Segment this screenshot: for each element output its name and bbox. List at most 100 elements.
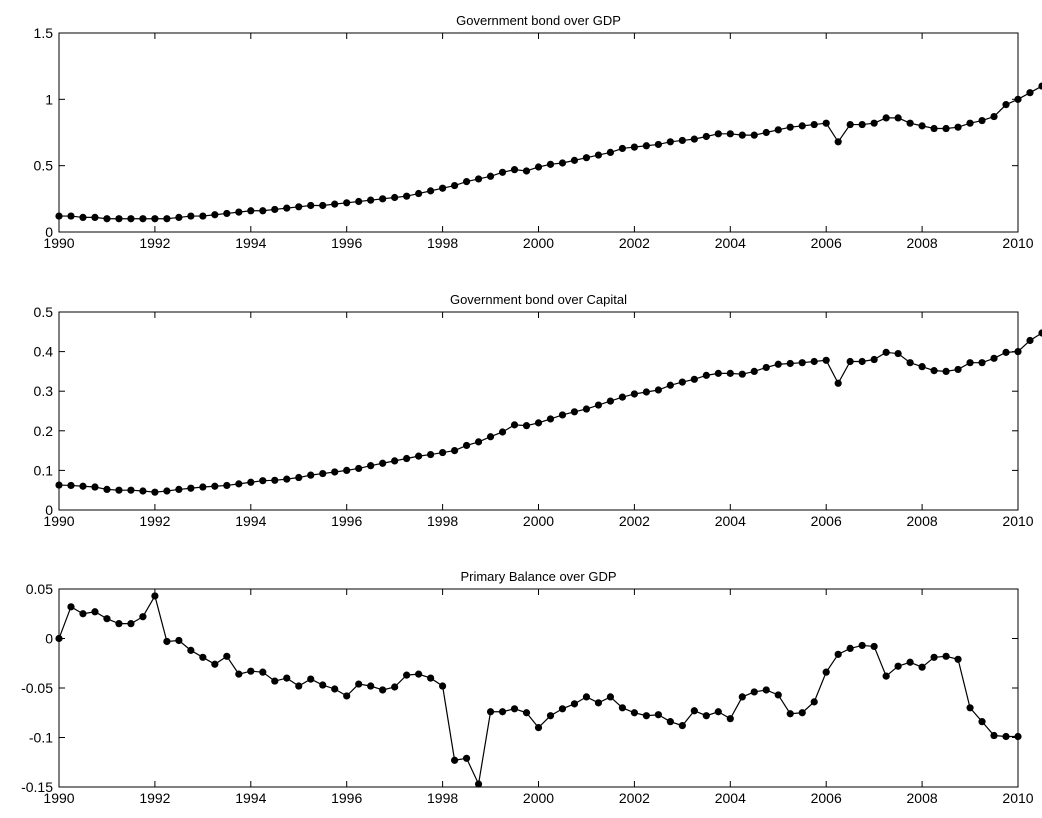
x-tick-label: 2000	[523, 790, 554, 806]
data-point	[247, 667, 255, 675]
y-tick-label: 0	[45, 631, 53, 647]
data-point	[534, 163, 543, 171]
data-point	[271, 476, 279, 484]
data-point	[427, 674, 435, 682]
data-point	[594, 151, 603, 159]
data-point	[930, 124, 938, 133]
data-point	[450, 181, 459, 190]
data-point	[486, 433, 495, 441]
data-point	[175, 213, 183, 222]
data-point	[666, 138, 674, 146]
x-tick-label: 2002	[619, 513, 650, 529]
data-point	[67, 603, 75, 611]
data-point	[654, 711, 662, 719]
data-point	[534, 419, 543, 427]
data-point	[79, 213, 87, 222]
data-point	[331, 685, 339, 693]
x-tick-label: 2008	[907, 513, 938, 529]
data-point	[271, 677, 279, 685]
y-tick-label: -0.1	[29, 730, 53, 746]
data-point	[582, 693, 591, 701]
data-point	[738, 370, 746, 378]
axes-box	[58, 32, 1019, 233]
data-point	[223, 652, 231, 660]
data-point	[822, 119, 830, 127]
x-tick-label: 1990	[43, 790, 74, 806]
y-tick-label: 0	[45, 224, 53, 240]
data-point	[415, 189, 423, 198]
x-tick-label: 2008	[907, 790, 938, 806]
data-point	[858, 120, 866, 129]
x-tick-label: 1994	[235, 235, 266, 251]
data-point	[714, 130, 722, 138]
data-point	[175, 636, 183, 645]
chart-panel-3: Primary Balance over GDP 1990 1992 1994 1996…	[21, 569, 1034, 806]
data-point	[570, 700, 579, 708]
data-point	[474, 175, 483, 183]
x-tick-label: 2006	[811, 235, 842, 251]
data-point	[954, 365, 962, 374]
data-point	[367, 462, 375, 470]
x-tick-label: 2002	[619, 235, 650, 251]
data-point	[79, 610, 87, 618]
data-point	[91, 213, 99, 222]
data-point	[954, 123, 962, 131]
data-point	[103, 215, 111, 223]
data-point	[978, 116, 986, 125]
x-tick-label: 1996	[331, 513, 362, 529]
data-point	[798, 359, 806, 367]
data-point	[283, 475, 291, 483]
data-point	[1014, 348, 1022, 356]
data-point	[822, 668, 830, 676]
data-point	[690, 135, 698, 143]
data-point	[906, 658, 914, 666]
y-tick-label: 0.4	[34, 344, 54, 360]
data-point	[894, 114, 902, 122]
chart-title: Primary Balance over GDP	[460, 569, 616, 584]
x-tick-label: 2004	[715, 790, 746, 806]
data-point	[750, 367, 758, 375]
data-point	[666, 718, 674, 726]
data-point	[618, 393, 627, 401]
x-tick-label: 1998	[427, 790, 458, 806]
data-point	[858, 641, 866, 650]
data-point	[834, 650, 842, 658]
data-point	[594, 401, 603, 409]
data-point	[151, 592, 159, 600]
data-point	[343, 466, 351, 474]
data-point	[942, 652, 950, 660]
data-point	[726, 130, 734, 138]
x-tick-label: 1992	[139, 235, 170, 251]
data-point	[163, 487, 171, 495]
data-point	[498, 168, 507, 176]
data-point	[678, 722, 686, 730]
data-point	[319, 201, 327, 210]
data-point	[510, 705, 519, 713]
data-point	[1026, 89, 1034, 97]
data-point	[510, 421, 519, 429]
data-point	[462, 754, 471, 762]
data-point	[810, 357, 818, 366]
x-tick-label: 2006	[811, 513, 842, 529]
data-point	[702, 712, 710, 720]
x-tick-label: 2010	[1002, 513, 1033, 529]
data-point	[127, 620, 135, 628]
data-point	[187, 484, 195, 492]
data-point	[247, 478, 255, 486]
data-point	[774, 126, 782, 134]
data-point	[163, 637, 171, 646]
data-point	[546, 415, 555, 423]
y-tick-label: 0.5	[34, 158, 54, 174]
data-point	[702, 371, 710, 379]
data-point	[367, 682, 375, 690]
data-point	[187, 212, 195, 220]
data-point	[738, 131, 746, 139]
data-point	[175, 485, 183, 494]
data-point	[331, 200, 339, 208]
data-point	[319, 681, 327, 689]
y-tick-label: -0.15	[21, 779, 53, 795]
data-point	[343, 199, 351, 207]
x-tick-label: 2002	[619, 790, 650, 806]
data-point	[810, 698, 818, 706]
